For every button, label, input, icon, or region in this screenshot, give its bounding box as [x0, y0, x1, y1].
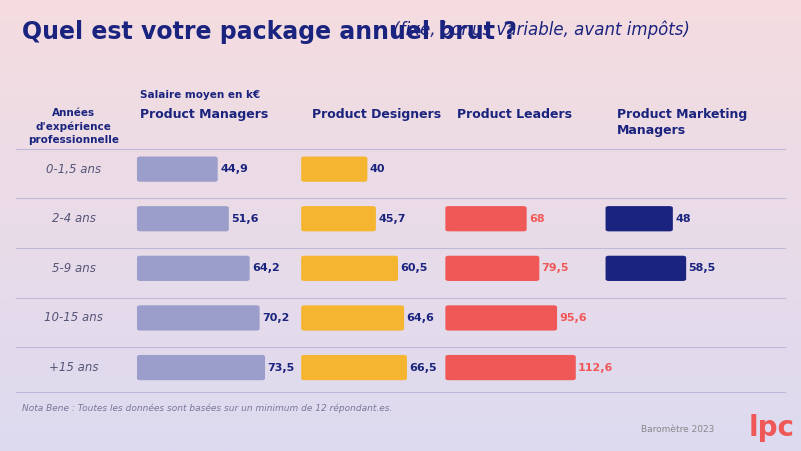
Text: 68: 68	[529, 214, 545, 224]
Text: Baromètre 2023: Baromètre 2023	[641, 425, 714, 434]
Text: 40: 40	[370, 164, 385, 174]
Text: 64,6: 64,6	[407, 313, 434, 323]
Text: 45,7: 45,7	[378, 214, 406, 224]
Text: 10-15 ans: 10-15 ans	[44, 312, 103, 324]
Text: 58,5: 58,5	[689, 263, 716, 273]
Text: 64,2: 64,2	[252, 263, 280, 273]
Text: Salaire moyen en k€: Salaire moyen en k€	[140, 90, 260, 100]
Text: Product Designers: Product Designers	[312, 108, 441, 121]
Text: 51,6: 51,6	[231, 214, 259, 224]
Text: Nota Bene : Toutes les données sont basées sur un minimum de 12 répondant.es.: Nota Bene : Toutes les données sont basé…	[22, 403, 392, 413]
Text: 5-9 ans: 5-9 ans	[52, 262, 95, 275]
Text: 66,5: 66,5	[409, 363, 437, 373]
Text: 60,5: 60,5	[400, 263, 428, 273]
Text: 79,5: 79,5	[541, 263, 570, 273]
Text: Product Managers: Product Managers	[140, 108, 268, 121]
Text: Quel est votre package annuel brut ?: Quel est votre package annuel brut ?	[22, 20, 517, 44]
Text: 2-4 ans: 2-4 ans	[52, 212, 95, 225]
Text: Product Marketing
Managers: Product Marketing Managers	[617, 108, 747, 137]
Text: 73,5: 73,5	[268, 363, 295, 373]
Text: 95,6: 95,6	[559, 313, 587, 323]
Text: 70,2: 70,2	[262, 313, 289, 323]
Text: Années
d'expérience
professionnelle: Années d'expérience professionnelle	[28, 108, 119, 145]
Text: (fixe, bonus variable, avant impôts): (fixe, bonus variable, avant impôts)	[388, 20, 690, 39]
Text: lpc: lpc	[749, 414, 795, 442]
Text: 44,9: 44,9	[220, 164, 248, 174]
Text: 0-1,5 ans: 0-1,5 ans	[46, 163, 101, 175]
Text: 48: 48	[675, 214, 691, 224]
Text: +15 ans: +15 ans	[49, 361, 99, 374]
Text: 112,6: 112,6	[578, 363, 614, 373]
Text: Product Leaders: Product Leaders	[457, 108, 572, 121]
